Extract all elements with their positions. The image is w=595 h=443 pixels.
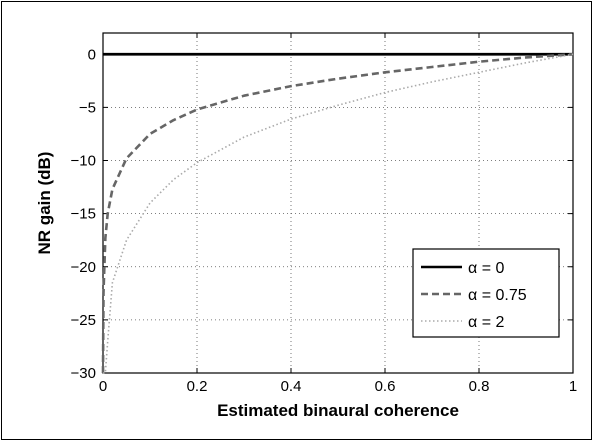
x-tick-label: 0.4 xyxy=(281,378,302,395)
series-lines xyxy=(101,52,574,374)
tick-marks xyxy=(102,33,574,374)
legend: α = 0 α = 0.75 α = 2 xyxy=(412,248,560,338)
y-tick-label: −30 xyxy=(71,365,96,382)
x-tick-label: 0 xyxy=(99,378,107,395)
x-axis-title: Estimated binaural coherence xyxy=(217,401,459,420)
y-tick-label: −20 xyxy=(71,259,96,276)
x-tick-label: 0.6 xyxy=(375,378,396,395)
legend-label-alpha-2: α = 2 xyxy=(468,314,504,331)
legend-label-alpha-0: α = 0 xyxy=(468,260,504,277)
x-tick-label: 0.2 xyxy=(187,378,208,395)
y-tick-label: 0 xyxy=(88,46,96,63)
x-tick-label: 0.8 xyxy=(469,378,490,395)
y-tick-label: −10 xyxy=(71,153,96,170)
y-tick-label: −5 xyxy=(79,99,96,116)
y-tick-label: −15 xyxy=(71,206,96,223)
plot-area xyxy=(102,32,574,374)
x-tick-label: 1 xyxy=(569,378,577,395)
legend-label-alpha-075: α = 0.75 xyxy=(468,287,527,304)
y-tick-labels: 0 −5 −10 −15 −20 −25 −30 xyxy=(71,46,96,382)
x-tick-labels: 0 0.2 0.4 0.6 0.8 1 xyxy=(99,378,577,395)
y-axis-title: NR gain (dB) xyxy=(35,152,54,255)
legend-box xyxy=(412,248,560,338)
y-tick-label: −25 xyxy=(71,312,96,329)
